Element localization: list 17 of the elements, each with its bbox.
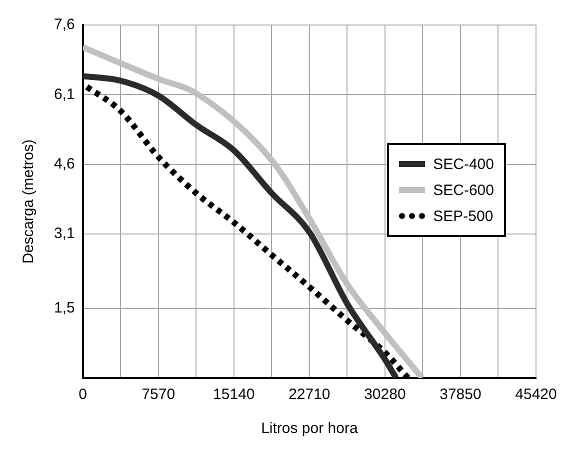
legend-label: SEC-600 bbox=[433, 182, 494, 198]
y-tick-label: 3,1 bbox=[54, 225, 75, 242]
x-tick-label: 22710 bbox=[288, 386, 330, 404]
legend-label: SEP-500 bbox=[433, 208, 494, 224]
legend-label: SEC-400 bbox=[433, 156, 494, 172]
y-tick-label: 6,1 bbox=[54, 86, 75, 103]
x-tick-label: 7570 bbox=[142, 386, 176, 404]
x-axis-title: Litros por hora bbox=[261, 420, 358, 438]
y-axis-title: Descarga (metros) bbox=[20, 139, 38, 264]
y-tick-label: 7,6 bbox=[54, 16, 75, 34]
y-tick-label: 4,6 bbox=[54, 155, 75, 172]
x-tick-label: 15140 bbox=[213, 386, 255, 404]
y-tick-label: 1,5 bbox=[54, 299, 75, 316]
x-tick-label: 30280 bbox=[364, 386, 406, 404]
x-tick-label: 0 bbox=[78, 386, 88, 404]
x-tick-label: 37850 bbox=[440, 386, 482, 404]
x-tick-label: 45420 bbox=[515, 386, 557, 404]
